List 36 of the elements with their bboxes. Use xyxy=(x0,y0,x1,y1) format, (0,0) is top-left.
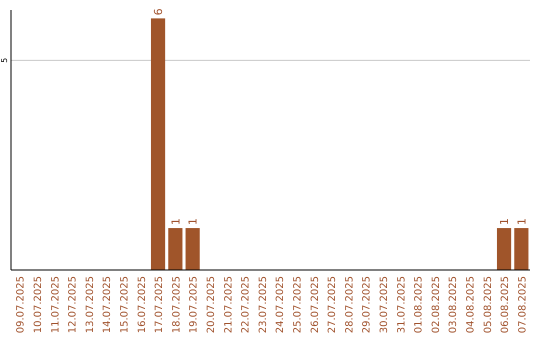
x-tick-label: 27.07.2025 xyxy=(327,276,338,334)
x-tick-label: 10.07.2025 xyxy=(32,276,44,334)
x-tick-label: 05.08.2025 xyxy=(482,276,494,334)
x-tick-label: 25.07.2025 xyxy=(292,276,304,334)
x-tick-label: 11.07.2025 xyxy=(50,276,62,334)
data-label: 1 xyxy=(515,218,528,226)
x-tick-label: 24.07.2025 xyxy=(275,276,286,334)
x-tick-label: 23.07.2025 xyxy=(258,276,269,334)
x-tick-label: 04.08.2025 xyxy=(465,276,476,334)
x-tick-label: 15.07.2025 xyxy=(119,276,130,334)
x-tick-label: 22.07.2025 xyxy=(240,276,252,334)
x-tick-label: 03.08.2025 xyxy=(448,276,460,334)
data-label: 1 xyxy=(169,218,182,226)
x-tick-label: 17.07.2025 xyxy=(154,276,166,334)
x-tick-label: 01.08.2025 xyxy=(414,276,425,334)
x-tick-label: 16.07.2025 xyxy=(136,276,148,334)
data-label: 6 xyxy=(152,8,166,16)
x-tick-label: 02.08.2025 xyxy=(430,276,442,334)
x-tick-label: 29.07.2025 xyxy=(362,276,373,334)
x-tick-label: 07.08.2025 xyxy=(517,276,528,334)
x-tick-label: 12.07.2025 xyxy=(68,276,79,334)
data-label: 1 xyxy=(498,218,512,226)
x-tick-label: 13.07.2025 xyxy=(84,276,96,334)
x-tick-label: 19.07.2025 xyxy=(188,276,200,334)
y-tick-label: 5 xyxy=(0,58,9,63)
x-tick-label: 31.07.2025 xyxy=(396,276,408,334)
x-tick-label: 14.07.2025 xyxy=(102,276,114,334)
x-tick-label: 28.07.2025 xyxy=(344,276,356,334)
x-tick-label: 18.07.2025 xyxy=(171,276,182,334)
x-tick-label: 09.07.2025 xyxy=(16,276,27,334)
x-tick-label: 20.07.2025 xyxy=(206,276,217,334)
x-tick-label: 26.07.2025 xyxy=(310,276,321,334)
x-tick-label: 06.08.2025 xyxy=(500,276,512,334)
x-tick-label: 21.07.2025 xyxy=(223,276,234,334)
data-label: 1 xyxy=(186,218,200,226)
x-tick-label: 30.07.2025 xyxy=(378,276,390,334)
